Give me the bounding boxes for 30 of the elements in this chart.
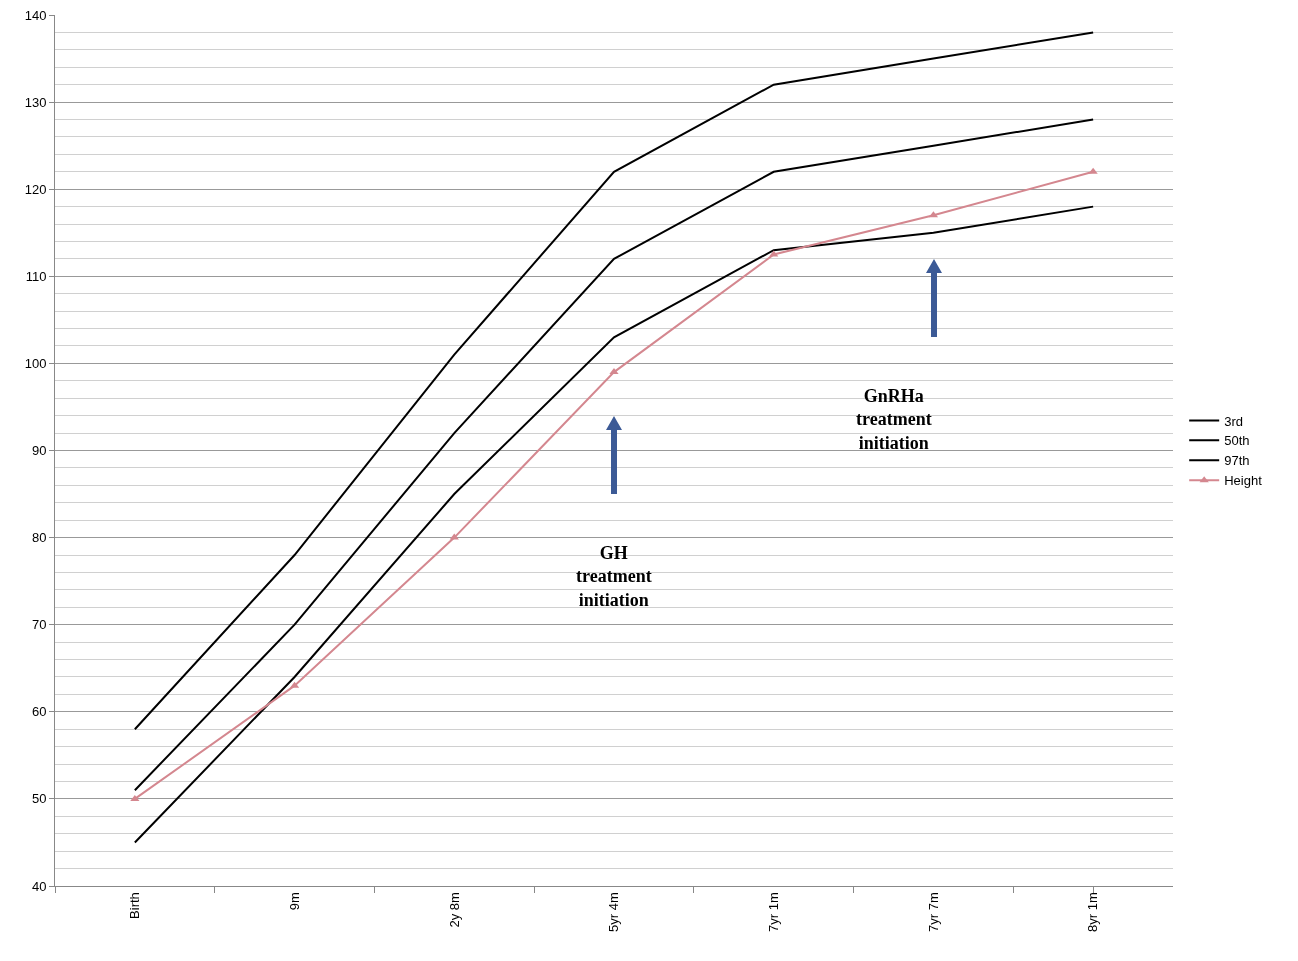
annotation: GH treatment initiation [576,543,652,610]
x-tick-label: 9m [286,892,302,911]
x-tick-label: 2y 8m [446,892,462,928]
y-tick-label: 70 [31,617,47,633]
legend-label: 50th [1224,433,1250,449]
x-tick-label: 7yr 1m [765,892,781,932]
point [609,368,619,375]
legend-label: Height [1224,473,1263,489]
y-tick-label: 110 [25,268,47,284]
line-series [133,31,1095,731]
x-tick-label: Birth [127,892,143,919]
y-tick-label: 120 [24,181,47,197]
annotation: GnRHa treatment initiation [856,386,932,453]
y-tick-label: 60 [31,704,47,720]
x-tick-label: 8yr 1m [1085,892,1101,932]
legend-label: 3rd [1224,413,1243,429]
y-tick-label: 100 [24,355,47,371]
y-tick-label: 80 [31,530,47,546]
y-tick-label: 90 [31,443,47,459]
point [1088,167,1098,174]
point [130,794,140,801]
point [769,250,779,257]
legend-label: 97th [1224,453,1250,469]
y-tick-label: 130 [24,94,47,110]
x-tick-label: 5yr 4m [606,892,622,932]
y-tick-label: 140 [24,7,47,23]
point [449,533,459,540]
x-tick-label: 7yr 7m [925,892,941,932]
y-tick-label: 50 [31,791,47,807]
y-tick-label: 40 [31,878,47,894]
